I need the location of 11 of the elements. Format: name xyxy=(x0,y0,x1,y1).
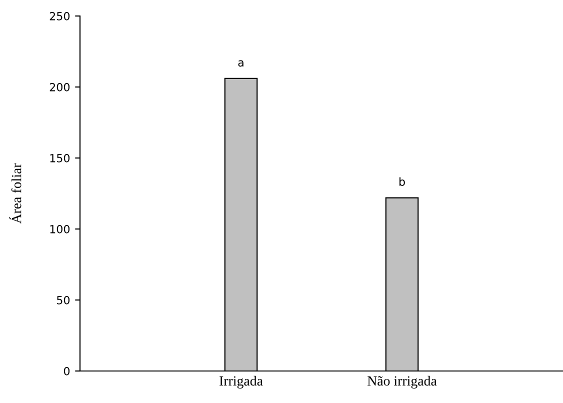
y-tick-label: 200 xyxy=(50,82,70,92)
x-tick-label: Não irrigada xyxy=(368,376,437,388)
y-tick-label: 100 xyxy=(50,224,70,234)
annotation: a xyxy=(238,60,244,67)
annotation: b xyxy=(399,177,405,186)
y-tick-label: 0 xyxy=(64,366,70,376)
y-tick-label: 250 xyxy=(50,12,70,20)
x-tick-label: Irrigada xyxy=(220,376,263,388)
y-axis-title: Área foliar xyxy=(9,163,22,224)
y-tick-label: 50 xyxy=(56,296,70,304)
y-tick-label: 150 xyxy=(50,154,70,162)
